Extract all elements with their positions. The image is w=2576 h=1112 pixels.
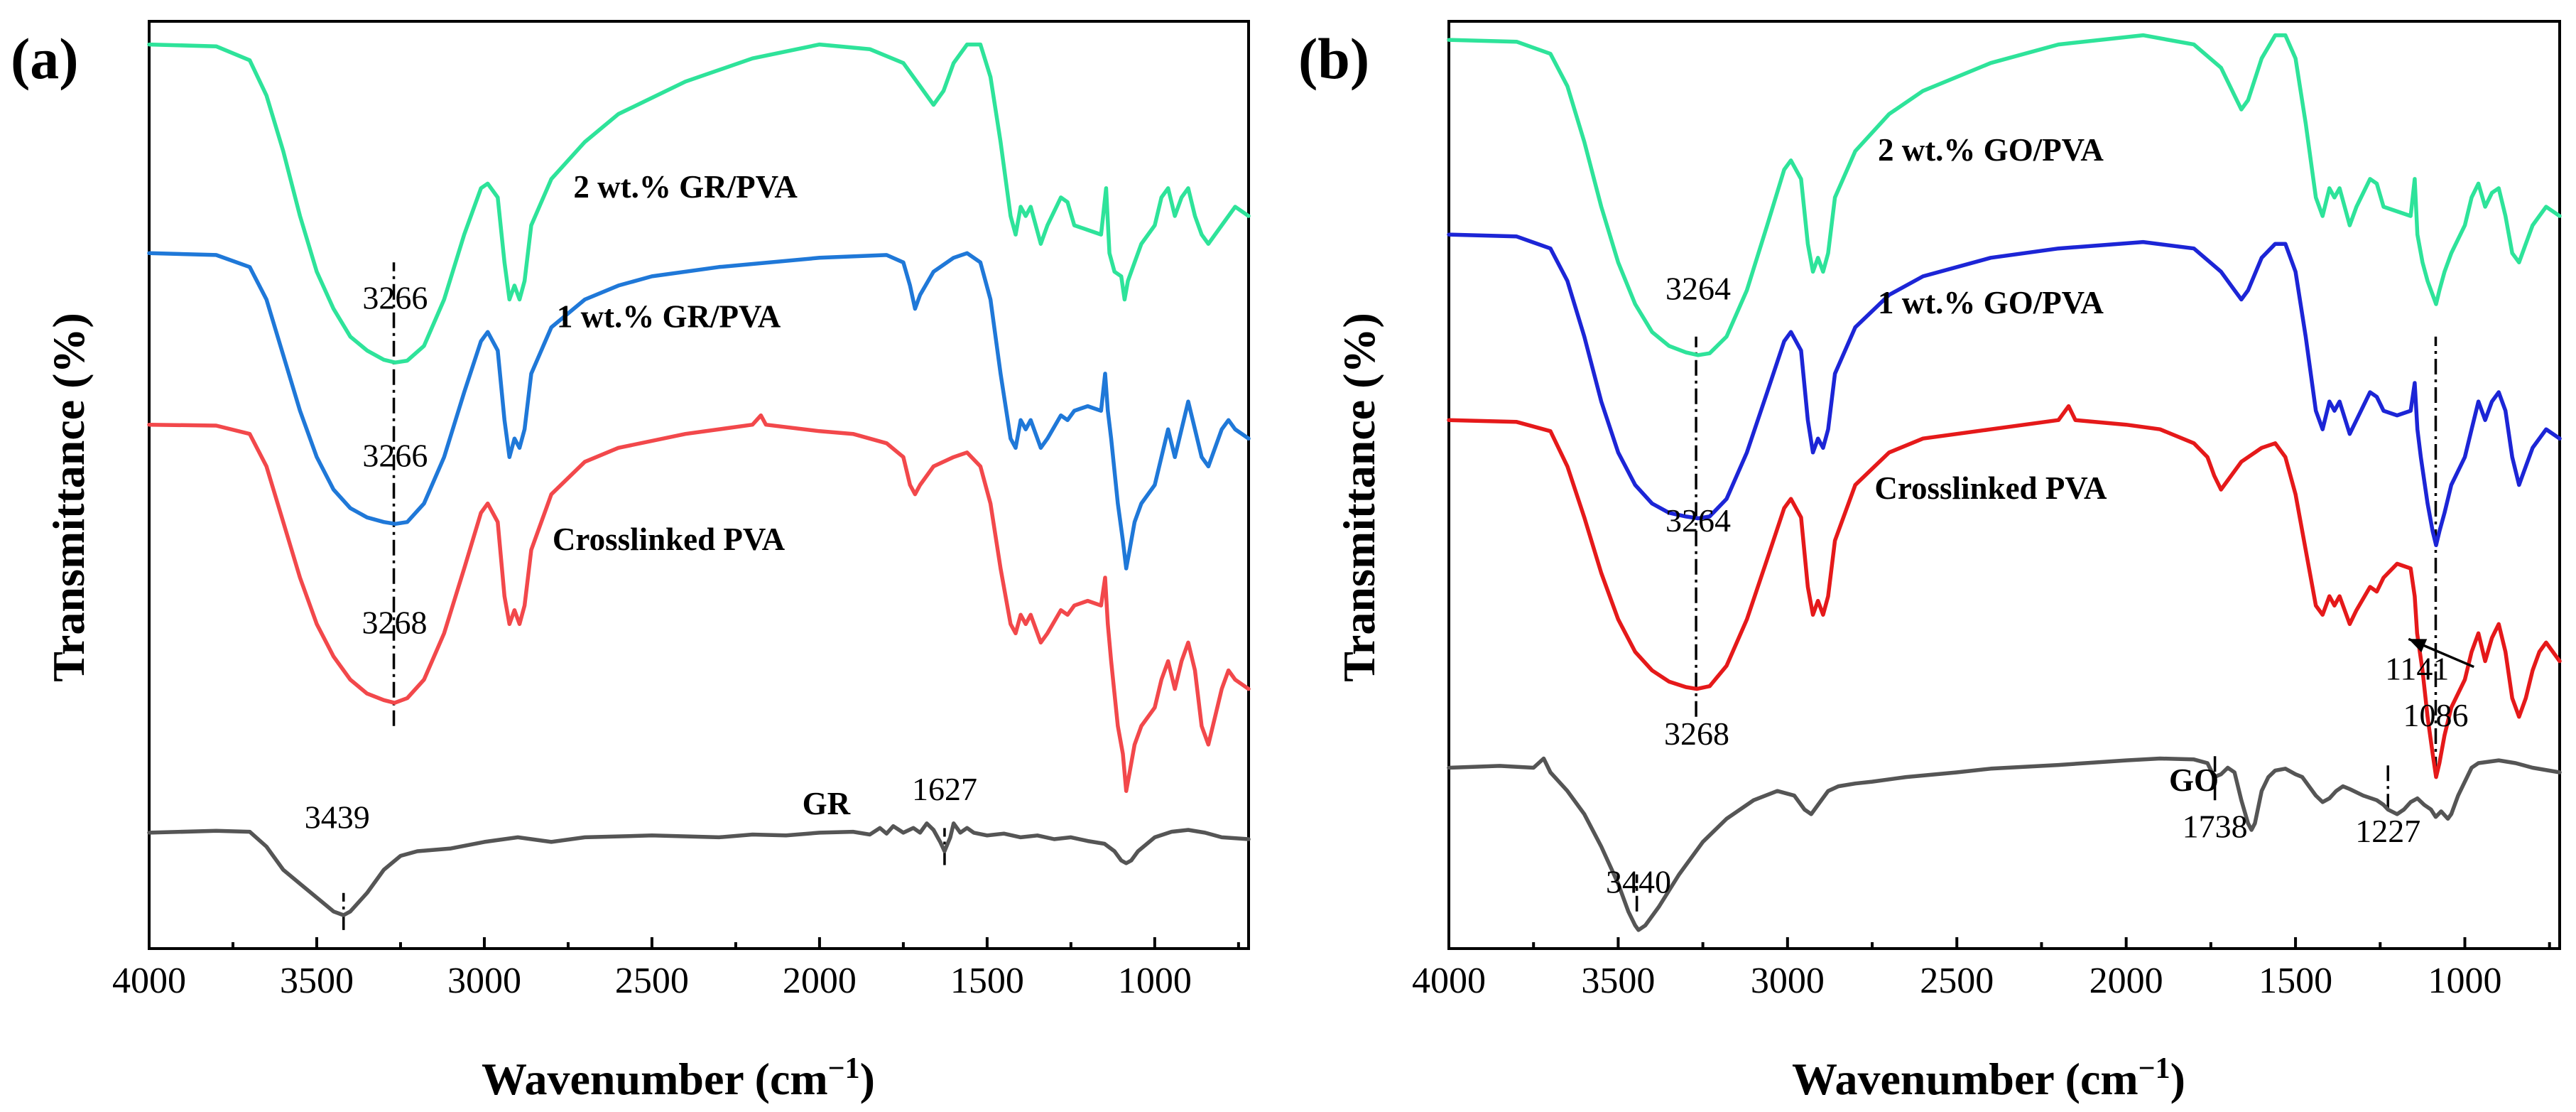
panel-a-y-axis-title: Transmittance (%) <box>43 313 94 682</box>
panel-b-y-axis-title: Transmittance (%) <box>1334 313 1384 682</box>
panel-b: (b) Transmittance (%) Wavenumber (cm−1) … <box>1298 20 2562 1104</box>
panel-b-x-tick-label: 1500 <box>2259 961 2332 1001</box>
panel-a-x-axis-title-sup: −1 <box>828 1052 860 1085</box>
panel-b-arrow-1141-head <box>2408 639 2428 653</box>
panel-b-peak-annotation: 3264 <box>1665 271 1731 307</box>
panel-b-plot-frame <box>1447 20 2561 950</box>
panel-a-x-tick-label: 2500 <box>615 961 689 1001</box>
panel-b-series-label: GO <box>2169 762 2219 798</box>
panel-b-x-tick-label: 3000 <box>1751 961 1825 1001</box>
panel-b-x-tick-label: 3500 <box>1581 961 1655 1001</box>
panel-a-peak-annotation: 3266 <box>362 280 428 316</box>
panel-a-peak-annotation: 3439 <box>305 799 370 835</box>
panel-a-series-label: GR <box>803 786 851 821</box>
panel-a-series-gr-line <box>147 821 1251 917</box>
panel-b-series-label: Crosslinked PVA <box>1874 470 2107 506</box>
panel-b-series-2-wt-go-pva-line <box>1447 33 2562 357</box>
panel-a-x-axis-title: Wavenumber (cm−1) <box>482 1052 875 1104</box>
panel-a: (a) Transmittance (%) Wavenumber (cm−1) … <box>11 20 1251 1104</box>
panel-a-peak-annotation: 3266 <box>362 437 428 473</box>
panel-a-series-label: 1 wt.% GR/PVA <box>557 299 781 335</box>
panel-a-peak-annotation: 1627 <box>912 771 977 807</box>
panel-b-peak-annotation: 3440 <box>1606 864 1671 900</box>
panel-b-x-axis-title-sup: −1 <box>2138 1052 2170 1085</box>
panel-b-series-go-line <box>1447 756 2562 932</box>
panel-a-series-label: 2 wt.% GR/PVA <box>573 169 798 205</box>
panel-a-x-tick-label: 3500 <box>280 961 354 1001</box>
panel-a-plot-frame <box>148 20 1250 950</box>
panel-b-x-tick-label: 2000 <box>2089 961 2163 1001</box>
panel-b-x-axis-title-close: ) <box>2170 1054 2185 1104</box>
panel-a-x-axis-title-main: Wavenumber (cm <box>482 1054 828 1104</box>
panel-a-series-2-wt-gr-pva-line <box>147 42 1251 365</box>
panel-b-series-label: 2 wt.% GO/PVA <box>1878 132 2104 168</box>
panel-a-series-label: Crosslinked PVA <box>553 522 786 557</box>
panel-b-x-tick-label: 4000 <box>1412 961 1486 1001</box>
panel-a-x-tick-label: 3000 <box>447 961 521 1001</box>
panel-b-x-tick-label: 1000 <box>2428 961 2501 1001</box>
panel-b-peak-annotation: 3268 <box>1664 716 1729 752</box>
panel-a-peak-annotation: 3268 <box>362 604 427 640</box>
panel-b-peak-annotation: 1086 <box>2403 697 2468 733</box>
panel-a-letter: (a) <box>11 26 79 91</box>
panel-a-series-1-wt-gr-pva-line <box>147 251 1251 571</box>
panel-b-peak-annotation: 1738 <box>2183 808 2248 844</box>
panel-b-series-crosslinked-pva-line <box>1447 404 2562 779</box>
panel-b-letter: (b) <box>1298 26 1369 91</box>
panel-b-series-label: 1 wt.% GO/PVA <box>1878 285 2104 320</box>
panel-b-peak-annotation: 1227 <box>2355 813 2420 849</box>
panel-a-x-axis-title-close: ) <box>860 1054 875 1104</box>
panel-b-peak-annotation: 1141 <box>2385 651 2449 687</box>
panel-a-x-tick-label: 1500 <box>950 961 1024 1001</box>
panel-a-x-tick-label: 1000 <box>1118 961 1192 1001</box>
panel-a-series-crosslinked-pva-line <box>147 413 1251 793</box>
panel-b-x-axis-title: Wavenumber (cm−1) <box>1792 1052 2185 1104</box>
panel-b-x-axis-title-main: Wavenumber (cm <box>1792 1054 2138 1104</box>
panel-b-series-1-wt-go-pva-line <box>1447 232 2562 548</box>
panel-b-peak-annotation: 3264 <box>1665 502 1731 539</box>
panel-a-x-tick-label: 2000 <box>783 961 857 1001</box>
panel-b-x-tick-label: 2500 <box>1920 961 1994 1001</box>
panel-a-x-tick-label: 4000 <box>112 961 186 1001</box>
